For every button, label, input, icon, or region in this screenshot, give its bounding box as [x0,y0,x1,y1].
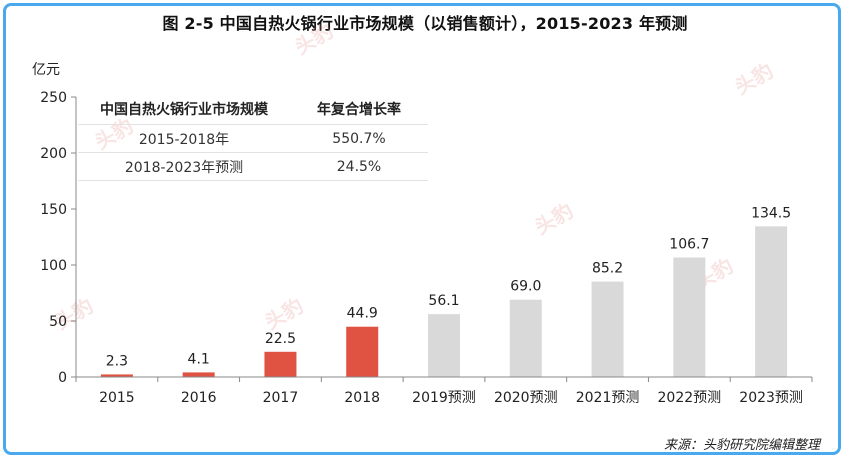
cagr-rate: 24.5% [336,158,382,175]
y-tick-label: 50 [49,314,67,330]
data-label: 4.1 [188,351,210,367]
bars [100,226,788,377]
labels: 2.3 2015 4.1 2016 22.5 2017 44.9 2018 56.1 2019预测… [99,205,803,406]
cagr-table-row: 2015-2018年 550.7% [78,125,428,153]
bar-2020预测 [509,299,542,377]
bar-2017 [264,351,297,377]
bar-2023预测 [755,226,788,377]
x-tick-label: 2017 [263,390,299,406]
y-tick-label: 150 [40,202,67,218]
x-tick-label: 2018 [344,390,380,406]
watermark-logo: 头豹 [731,59,778,100]
y-tick-label: 0 [58,370,67,386]
y-tick-label: 200 [40,146,67,162]
data-label: 56.1 [428,293,459,309]
bar-2019预测 [428,314,460,377]
x-tick-label: 2020预测 [494,390,558,406]
data-label: 69.0 [510,279,541,295]
chart-frame [3,3,841,455]
data-label: 2.3 [106,353,128,369]
data-label: 85.2 [592,261,623,277]
x-tick-label: 2022预测 [658,390,722,406]
watermark-logo: 头豹 [531,199,578,240]
data-label: 134.5 [751,205,791,221]
bar-2021预测 [591,281,624,377]
axes: 0 50 100 150 200 250 [40,90,813,386]
cagr-period: 2015-2018年 [138,131,230,148]
watermark-logo: 头豹 [261,294,308,335]
bar-2015 [100,374,133,377]
cagr-rate: 550.7% [332,130,386,147]
cagr-table-header: 中国自热火锅行业市场规模 年复合增长率 [78,94,428,125]
y-tick-label: 250 [40,90,67,106]
x-tick-label: 2015 [99,390,135,406]
source-note: 来源：头豹研究院编辑整理 [663,438,820,453]
cagr-table: 中国自热火锅行业市场规模 年复合增长率 2015-2018年 550.7% 20… [78,94,428,181]
data-label: 22.5 [265,331,296,347]
x-tick-label: 2019预测 [412,390,476,406]
x-tick-label: 2023预测 [739,390,803,406]
cagr-header-rate: 年复合增长率 [317,102,401,118]
watermark-logo: 头豹 [291,19,338,60]
cagr-period: 2018-2023年预测 [124,159,244,176]
bar-2016 [182,372,215,377]
y-tick-label: 100 [40,258,67,274]
cagr-table-row: 2018-2023年预测 24.5% [78,153,428,181]
cagr-header-market: 中国自热火锅行业市场规模 [100,102,268,118]
x-tick-label: 2021预测 [576,390,640,406]
y-axis-unit-label: 亿元 [32,62,60,78]
bar-2022预测 [673,257,706,377]
bar-2018 [346,326,379,377]
data-label: 106.7 [669,236,709,252]
data-label: 44.9 [347,306,378,322]
x-tick-label: 2016 [181,390,217,406]
chart-title: 图 2-5 中国自热火锅行业市场规模（以销售额计），2015-2023 年预测 [162,14,688,33]
